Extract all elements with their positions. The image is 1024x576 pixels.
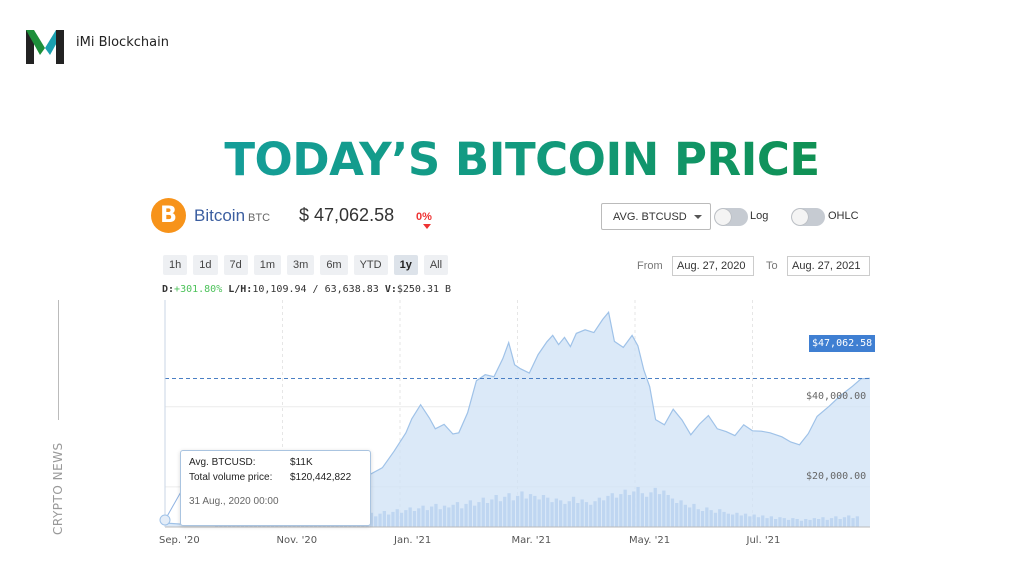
range-button-1d[interactable]: 1d [193, 255, 218, 275]
x-tick-label: Jan. '21 [394, 535, 432, 546]
to-date-input[interactable]: Aug. 27, 2021 [787, 256, 870, 276]
x-tick-label: Sep. '20 [159, 535, 200, 546]
tooltip-connector [164, 489, 183, 521]
coin-symbol: BTC [248, 212, 271, 224]
tooltip-avg-label: Avg. BTCUSD: [189, 457, 256, 468]
to-label: To [766, 260, 778, 272]
stats-lh-value: 10,109.94 / 63,638.83 [252, 284, 379, 295]
pair-select[interactable]: AVG. BTCUSD [601, 203, 711, 230]
caret-down-icon [694, 215, 702, 219]
brand-name: iMi Blockchain [76, 35, 169, 50]
range-button-6m[interactable]: 6m [320, 255, 348, 275]
tooltip-volume-value: $120,442,822 [290, 472, 352, 483]
range-button-1m[interactable]: 1m [253, 255, 282, 275]
price-area [165, 312, 870, 527]
stats-v-label: V: [384, 284, 397, 295]
current-price-tag: $47,062.58 [809, 335, 876, 352]
stats-d-label: D: [162, 284, 175, 295]
range-button-1y[interactable]: 1y [393, 255, 418, 275]
stats-v-value: $250.31 B [396, 284, 452, 295]
side-caption: CRYPTO NEWS [51, 442, 65, 535]
range-button-7d[interactable]: 7d [223, 255, 248, 275]
range-buttons: 1h 1d 7d 1m 3m 6m YTD 1y All [163, 255, 449, 275]
tooltip-volume-label: Total volume price: [189, 472, 273, 483]
coin-name-label: Bitcoin [194, 206, 246, 225]
toggle-knob [792, 209, 808, 225]
ohlc-label: OHLC [828, 210, 859, 222]
hover-point [159, 514, 171, 526]
x-tick-label: Mar. '21 [511, 535, 552, 546]
x-tick-label: Nov. '20 [276, 535, 318, 546]
page-title: TODAY’S BITCOIN PRICE [0, 133, 1024, 186]
x-tick-label: May. '21 [629, 535, 671, 546]
from-date-input[interactable]: Aug. 27, 2020 [672, 256, 754, 276]
log-label: Log [750, 210, 769, 222]
y-tick-label: $40,000.00 [806, 390, 867, 402]
side-divider [58, 300, 59, 420]
bitcoin-icon: B [151, 198, 186, 233]
stats-d-value: +301.80% [174, 284, 223, 295]
stats-lh-label: L/H: [228, 284, 253, 295]
x-tick-label: Jul. '21 [746, 535, 781, 546]
ohlc-toggle[interactable] [791, 208, 825, 226]
caret-down-icon [423, 224, 431, 229]
tooltip-avg-value: $11K [290, 457, 313, 468]
chart-tooltip: Avg. BTCUSD: $11K Total volume price: $120… [180, 450, 371, 526]
log-toggle[interactable] [714, 208, 748, 226]
range-button-1h[interactable]: 1h [163, 255, 188, 275]
tooltip-date: 31 Aug., 2020 00:00 [189, 496, 279, 507]
coin-name: Bitcoin BTC [194, 206, 270, 226]
range-stats: D:+301.80% L/H:10,109.94 / 63,638.83 V:$… [162, 284, 451, 295]
pair-select-value: AVG. BTCUSD [613, 211, 687, 223]
price-change: 0% [416, 211, 432, 223]
toggle-knob [715, 209, 731, 225]
range-button-all[interactable]: All [423, 255, 449, 275]
range-button-3m[interactable]: 3m [287, 255, 315, 275]
imi-logo [26, 30, 64, 64]
coin-price: $ 47,062.58 [299, 205, 395, 225]
y-tick-label: $20,000.00 [806, 470, 867, 482]
range-button-ytd[interactable]: YTD [353, 255, 388, 275]
from-label: From [637, 260, 663, 272]
